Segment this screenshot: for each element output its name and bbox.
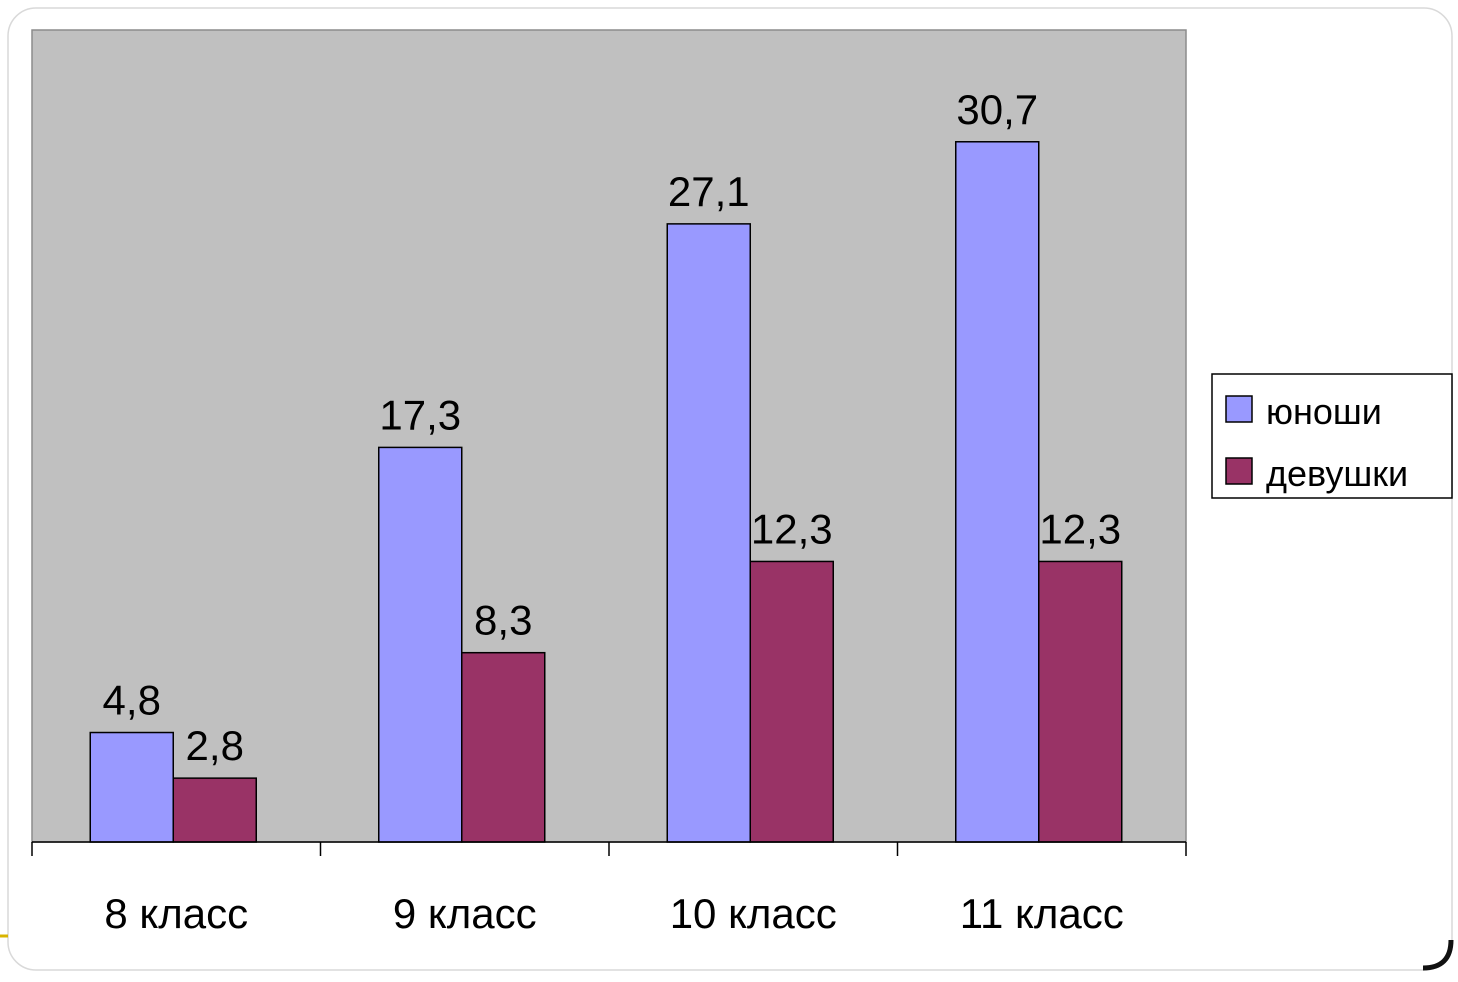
x-axis: 8 класс 9 класс 10 класс 11 класс <box>31 841 1187 937</box>
data-label: 2,8 <box>186 722 244 769</box>
legend-label-devushki: девушки <box>1266 453 1408 494</box>
x-tick-label: 9 класс <box>393 890 537 937</box>
bar-yunoshi <box>666 223 751 843</box>
legend-label-yunoshi: юноши <box>1266 391 1382 432</box>
x-tick-label: 8 класс <box>104 890 248 937</box>
x-tick-label: 10 класс <box>670 890 837 937</box>
bar-devushki <box>172 777 257 843</box>
data-label: 12,3 <box>1039 505 1121 552</box>
bar-devushki <box>1038 560 1123 843</box>
bar-yunoshi <box>89 731 174 843</box>
bar-yunoshi <box>378 446 463 843</box>
legend-swatch-yunoshi <box>1225 395 1253 423</box>
x-tick-label: 11 класс <box>960 890 1124 937</box>
bar-yunoshi <box>955 141 1040 843</box>
data-label: 17,3 <box>379 391 461 438</box>
data-label: 30,7 <box>956 86 1038 133</box>
legend: юноши девушки <box>1211 373 1453 499</box>
bars-group <box>89 141 1123 843</box>
bar-devushki <box>749 560 834 843</box>
slide-shadow-corner <box>1422 939 1454 971</box>
data-labels: 4,8 2,8 17,3 8,3 27,1 12,3 30,7 12,3 <box>103 86 1122 769</box>
data-label: 8,3 <box>474 597 532 644</box>
data-label: 27,1 <box>668 168 750 215</box>
bar-devushki <box>461 651 546 843</box>
data-label: 4,8 <box>103 677 161 724</box>
legend-swatch-devushki <box>1225 457 1253 485</box>
data-label: 12,3 <box>751 505 833 552</box>
